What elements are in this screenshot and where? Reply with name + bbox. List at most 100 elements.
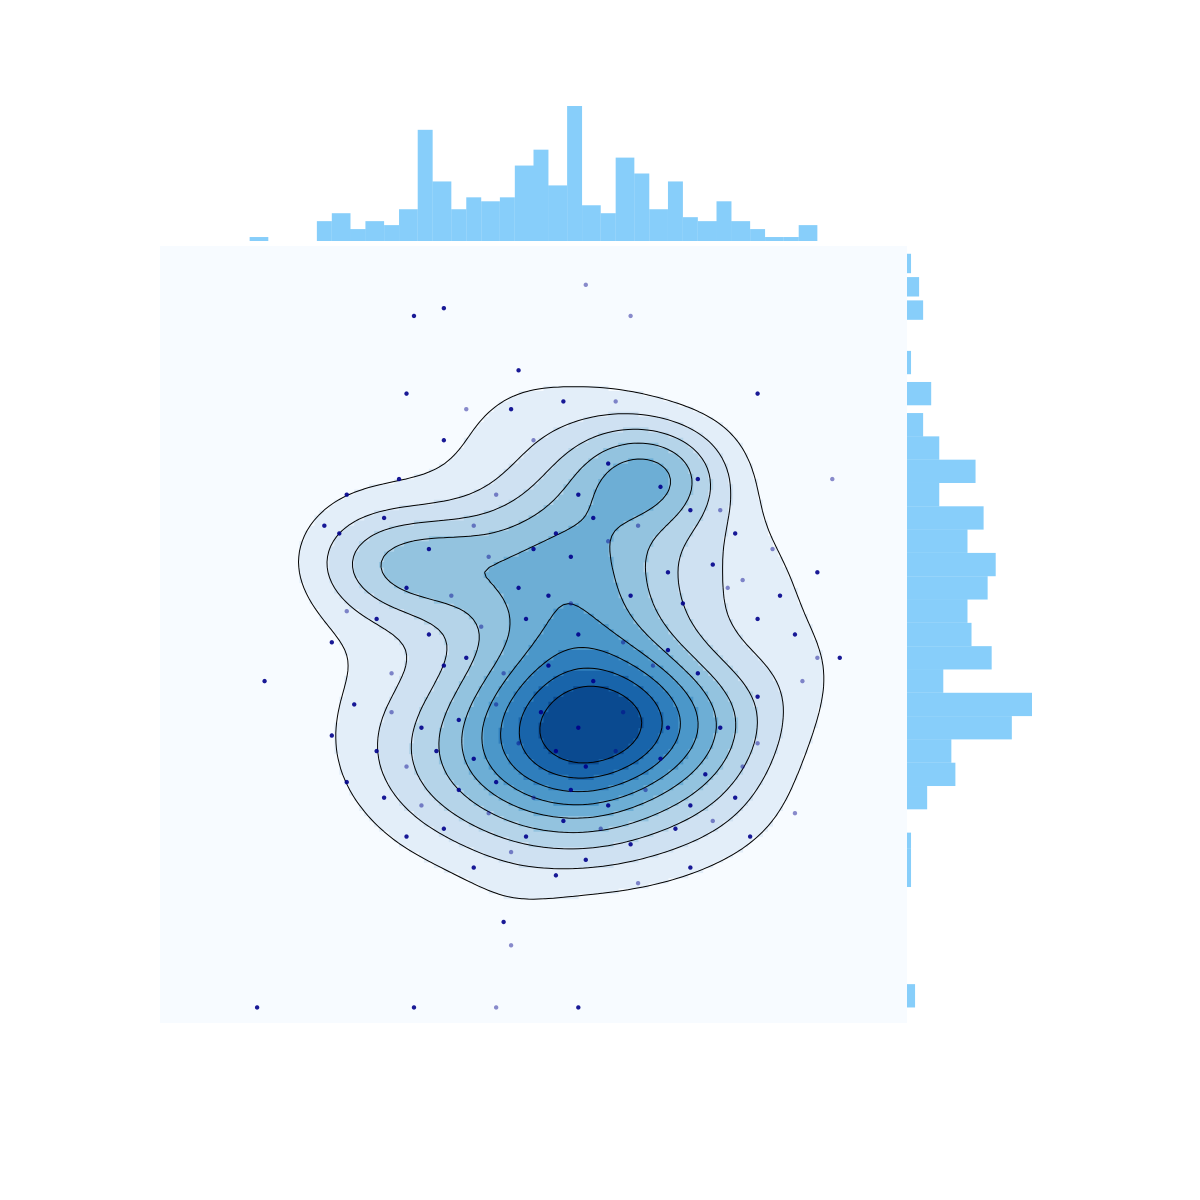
x-histogram-bar [731,221,751,241]
scatter-point [337,531,342,536]
scatter-point [479,624,484,629]
scatter-point [695,671,701,676]
scatter-point [441,305,447,311]
y-histogram-bar [907,350,912,375]
scatter-point [411,313,417,319]
x-histogram-bar [765,237,784,241]
contour-line [380,442,737,834]
y-histogram-bar [907,739,952,763]
scatter-point [434,748,439,754]
scatter-point [561,818,566,824]
scatter-point [755,616,760,622]
scatter-point [755,694,760,699]
y-histogram-bar [907,552,996,577]
scatter-point [262,678,267,684]
scatter-point [322,523,327,528]
scatter-point [628,313,633,319]
scatter-point [553,873,559,878]
y-histogram-bar [907,381,932,406]
y-histogram-bar [907,984,916,1008]
scatter-point [531,438,536,443]
x-histogram-bar [798,225,818,241]
y-histogram-bar [907,871,912,888]
scatter-point [732,531,738,536]
scatter-point [568,554,574,559]
scatter-point [740,764,745,769]
y-marginal-histogram [907,253,1032,1008]
scatter-point [688,507,693,513]
scatter-point [635,523,641,528]
y-histogram-bar [907,646,992,670]
scatter-point [471,865,476,870]
scatter-point [800,678,805,684]
x-histogram-bar [481,201,500,241]
density-band [538,686,644,765]
scatter-point [583,282,588,288]
x-histogram-bar [667,181,683,241]
x-histogram-bar [451,209,467,241]
scatter-point [792,632,798,637]
x-histogram-bar [716,201,732,241]
y-histogram-bar [907,669,944,693]
x-histogram-bar [697,221,717,241]
scatter-point [606,461,611,466]
y-histogram-bar [907,576,988,600]
y-histogram-bar [907,622,972,647]
scatter-point [441,438,447,443]
scatter-point [718,507,723,513]
y-histogram-bar [907,762,956,787]
scatter-point [546,663,551,668]
y-histogram-bar [907,300,924,320]
scatter-point [426,632,432,637]
scatter-point [389,710,394,715]
scatter-point [516,585,521,591]
scatter-point [680,601,686,606]
x-histogram-bar [499,197,515,241]
scatter-point [695,476,701,482]
scatter-point [411,1005,417,1010]
scatter-point [725,585,730,591]
scatter-point [471,756,476,762]
y-histogram-bar [907,692,1032,717]
scatter-point [546,593,551,598]
contour-line [298,386,825,900]
scatter-point [620,640,626,645]
scatter-point [755,741,760,746]
x-histogram-bar [600,213,616,241]
scatter-point [523,834,529,839]
scatter-point [598,826,603,831]
scatter-point [830,476,835,482]
scatter-point [374,616,379,622]
x-histogram-bar [649,209,668,241]
y-histogram-bar [907,848,912,872]
scatter-point [508,406,514,412]
x-histogram-bar [634,173,650,241]
scatter-point [344,608,349,614]
scatter-point [538,710,544,715]
scatter-point [665,647,671,653]
contour-line [518,667,663,779]
scatter-point [396,476,402,482]
x-histogram-bar [582,205,601,241]
scatter-point [815,655,820,661]
y-histogram-bar [907,832,912,849]
scatter-point [516,368,521,373]
y-histogram-bar [907,413,924,437]
scatter-point [381,795,387,800]
scatter-point [419,803,424,808]
x-histogram-bar [417,129,433,241]
contour-line [352,428,758,850]
x-histogram-bar [365,221,385,241]
scatter-point [329,640,335,645]
scatter-point [493,702,499,707]
scatter-point [568,601,574,606]
scatter-point [374,748,379,754]
scatter-point [747,834,753,839]
x-histogram-bar [548,185,568,241]
scatter-point [620,710,626,715]
y-histogram-bar [907,506,984,530]
scatter-point [254,1005,260,1010]
scatter-point [613,399,618,404]
y-histogram-bar [907,529,968,553]
